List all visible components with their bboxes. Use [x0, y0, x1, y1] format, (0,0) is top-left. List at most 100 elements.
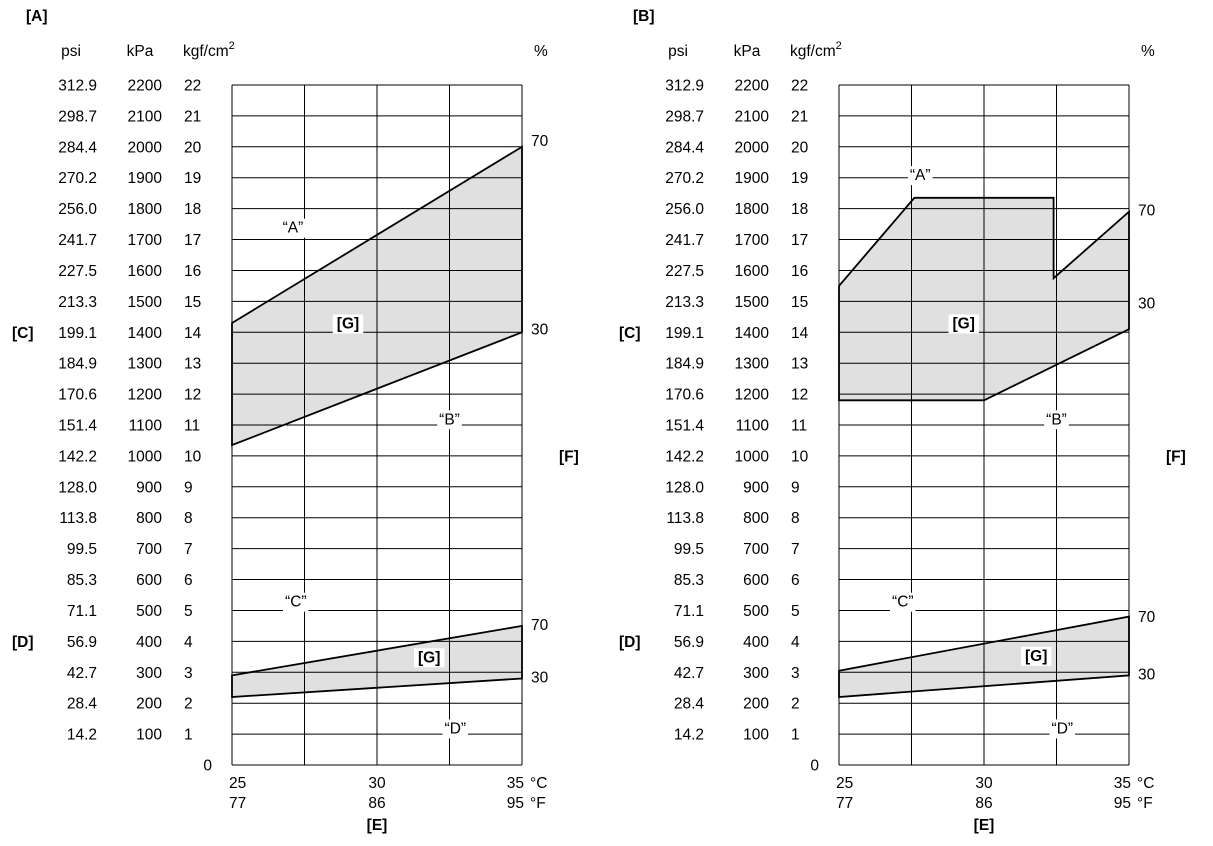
- y-tick-kpa: 2200: [735, 78, 770, 95]
- y-tick-kgf: 9: [791, 479, 800, 496]
- y-tick-kgf: 4: [791, 634, 800, 651]
- y-tick-psi: 199.1: [58, 325, 97, 342]
- y-tick-kpa: 2000: [735, 139, 770, 156]
- y-tick-kpa: 1500: [128, 294, 163, 311]
- side-label-left: [C]: [12, 325, 34, 342]
- panel-label: [A]: [26, 8, 48, 25]
- y-tick-kgf: 10: [791, 448, 809, 465]
- y-tick-psi: 151.4: [58, 418, 97, 435]
- y-tick-kgf: 14: [791, 325, 809, 342]
- x-tick-fahrenheit: 77: [229, 795, 246, 812]
- annotation-backing: [907, 166, 933, 186]
- x-tick-celsius: 35: [507, 775, 524, 792]
- y-tick-kgf: 8: [791, 510, 800, 527]
- y-tick-kgf: 2: [184, 696, 193, 713]
- y-tick-kgf: 18: [184, 201, 201, 218]
- unit-header-kpa: kPa: [734, 43, 761, 60]
- unit-header-kgf: kgf/cm2: [790, 40, 842, 60]
- y-tick-psi: 227.5: [665, 263, 704, 280]
- y-tick-kpa: 1200: [735, 387, 770, 404]
- y-tick-kgf: 12: [184, 387, 201, 404]
- y-tick-kpa: 1600: [735, 263, 770, 280]
- y-tick-kgf: 7: [791, 541, 800, 558]
- y-tick-kpa: 1600: [128, 263, 163, 280]
- region-tag-boxed: [G]: [418, 649, 440, 666]
- y-tick-kgf: 16: [791, 263, 808, 280]
- y-tick-psi: 28.4: [67, 696, 98, 713]
- percent-label: 30: [1138, 666, 1156, 683]
- y-tick-psi: 56.9: [674, 634, 704, 651]
- annotation-backing: [948, 314, 979, 334]
- y-tick-kgf: 20: [184, 139, 202, 156]
- y-tick-kpa: 2100: [128, 108, 163, 125]
- y-tick-kgf: 6: [791, 572, 800, 589]
- y-tick-kgf: 21: [184, 108, 201, 125]
- y-tick-kgf: 22: [184, 78, 201, 95]
- x-tick-fahrenheit: 86: [975, 795, 992, 812]
- y-tick-kpa: 1400: [128, 325, 163, 342]
- y-tick-psi: 270.2: [665, 170, 704, 187]
- y-tick-kpa: 1700: [735, 232, 770, 249]
- x-axis-label: [E]: [974, 817, 995, 834]
- y-tick-kpa: 500: [743, 603, 769, 620]
- curve-label: “A”: [910, 167, 931, 184]
- side-label-left: [C]: [619, 325, 641, 342]
- y-tick-kpa: 2000: [128, 139, 163, 156]
- y-tick-kpa: 800: [743, 510, 769, 527]
- y-tick-kgf: 11: [184, 418, 200, 435]
- y-tick-kgf: 5: [184, 603, 193, 620]
- y-tick-kgf: 2: [791, 696, 800, 713]
- y-tick-psi: 14.2: [67, 727, 97, 744]
- y-tick-kpa: 2200: [128, 78, 163, 95]
- y-tick-kgf: 19: [184, 170, 201, 187]
- y-tick-kgf: 13: [184, 356, 201, 373]
- y-tick-psi: 312.9: [665, 78, 704, 95]
- y-tick-kgf: 17: [791, 232, 808, 249]
- y-tick-kpa: 600: [136, 572, 162, 589]
- region-tag-boxed: [G]: [1025, 648, 1047, 665]
- y-tick-psi: 298.7: [665, 108, 704, 125]
- y-tick-psi: 241.7: [665, 232, 704, 249]
- y-tick-kpa: 1100: [129, 418, 163, 435]
- y-tick-kgf: 10: [184, 448, 202, 465]
- y-tick-kpa: 700: [136, 541, 162, 558]
- x-tick-celsius: 35: [1114, 775, 1131, 792]
- y-tick-kgf: 19: [791, 170, 808, 187]
- y-tick-kpa: 1100: [736, 418, 770, 435]
- percent-label: 30: [1138, 295, 1156, 312]
- y-tick-psi: 128.0: [58, 479, 97, 496]
- percent-label: 70: [531, 617, 549, 634]
- y-tick-kgf: 8: [184, 510, 193, 527]
- y-tick-kpa: 200: [136, 696, 162, 713]
- chart-panel-b: [B] psi kPa kgf/cm2% 312.9 2200 22 298.7 2100 21 2…: [607, 0, 1213, 846]
- y-tick-kpa: 300: [136, 665, 162, 682]
- annotation-backing: [332, 314, 364, 334]
- y-tick-psi: 99.5: [67, 541, 97, 558]
- y-tick-kgf: 15: [791, 294, 808, 311]
- y-tick-kgf: 5: [791, 603, 800, 620]
- y-tick-kpa: 1800: [735, 201, 770, 218]
- x-unit-fahrenheit: °F: [1137, 795, 1153, 812]
- annotation-backing: [1044, 410, 1069, 430]
- y-tick-psi: 28.4: [674, 696, 705, 713]
- unit-header-percent: %: [534, 43, 548, 60]
- y-tick-kpa: 1900: [735, 170, 770, 187]
- y-tick-kpa: 300: [743, 665, 769, 682]
- y-tick-kgf: 20: [791, 139, 809, 156]
- region-outline-lower-operating-range: [231, 624, 523, 698]
- y-tick-psi: 170.6: [58, 387, 97, 404]
- y-tick-psi: 142.2: [665, 448, 704, 465]
- unit-header-percent: %: [1141, 43, 1155, 60]
- y-tick-kgf: 16: [184, 263, 201, 280]
- y-tick-kpa: 200: [743, 696, 769, 713]
- panel-label: [B]: [633, 8, 655, 25]
- curve-label: “A”: [283, 220, 304, 237]
- y-tick-kpa: 1700: [128, 232, 163, 249]
- y-tick-psi: 85.3: [67, 572, 97, 589]
- y-tick-kgf: 13: [791, 356, 808, 373]
- y-tick-kpa: 900: [136, 479, 162, 496]
- y-tick-psi: 85.3: [674, 572, 704, 589]
- y-tick-psi: 199.1: [665, 325, 704, 342]
